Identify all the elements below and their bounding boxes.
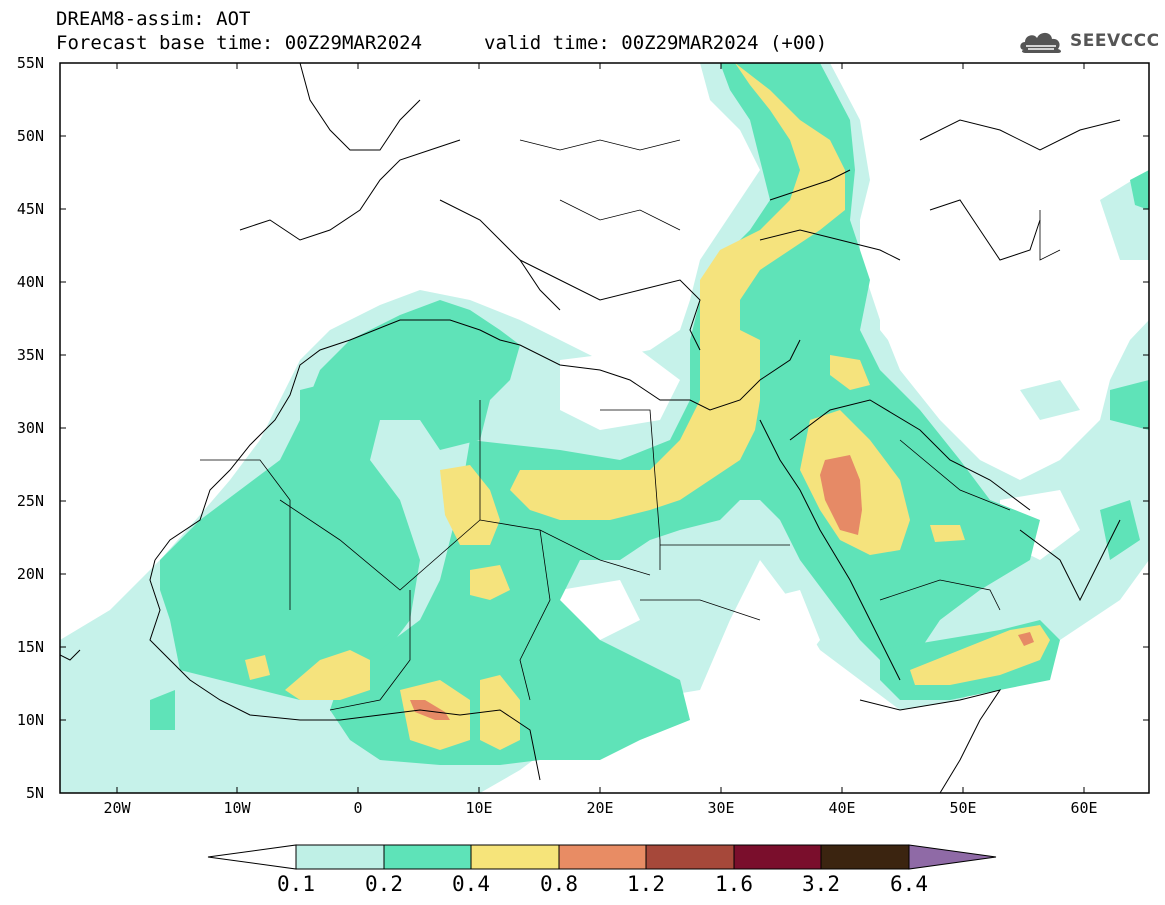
colorbar-label: 0.2 bbox=[365, 872, 403, 896]
lon-label: 10E bbox=[465, 799, 493, 817]
lon-label: 40E bbox=[828, 799, 856, 817]
colorbar-upper-arrow bbox=[908, 844, 997, 870]
axis-ticks bbox=[60, 62, 1149, 793]
colorbar-segment bbox=[645, 844, 735, 870]
lat-label: 40N bbox=[16, 273, 44, 291]
colorbar-label: 3.2 bbox=[802, 872, 840, 896]
lat-label: 30N bbox=[16, 419, 44, 437]
aot-level-0.4-areas bbox=[245, 63, 1050, 750]
lon-label: 50E bbox=[949, 799, 977, 817]
colorbar-label: 6.4 bbox=[890, 872, 928, 896]
aot-level-0.8-areas bbox=[410, 455, 1034, 720]
colorbar-label: 0.1 bbox=[277, 872, 315, 896]
colorbar-label: 0.8 bbox=[540, 872, 578, 896]
lat-label: 25N bbox=[16, 492, 44, 510]
colorbar-lower-arrow bbox=[207, 844, 297, 870]
map-title: DREAM8-assim: AOT bbox=[56, 8, 251, 30]
seevccc-logo: SEEVCCC bbox=[1018, 28, 1160, 54]
cloud-icon bbox=[1020, 32, 1061, 53]
lat-label: 20N bbox=[16, 565, 44, 583]
lat-label: 45N bbox=[16, 200, 44, 218]
lat-label: 5N bbox=[25, 784, 44, 802]
lon-label: 60E bbox=[1070, 799, 1098, 817]
valid-time: valid time: 00Z29MAR2024 (+00) bbox=[484, 32, 828, 54]
aot-fields bbox=[60, 63, 1149, 793]
colorbar-segment bbox=[820, 844, 910, 870]
borders bbox=[200, 139, 1061, 711]
colorbar-segment bbox=[470, 844, 560, 870]
lat-label: 10N bbox=[16, 711, 44, 729]
lon-label: 0 bbox=[353, 799, 363, 817]
lon-label: 20E bbox=[586, 799, 614, 817]
colorbar-segment bbox=[558, 844, 647, 870]
colorbar-label: 1.6 bbox=[715, 872, 753, 896]
lat-label: 55N bbox=[16, 54, 44, 72]
lat-label: 35N bbox=[16, 346, 44, 364]
colorbar bbox=[207, 844, 997, 870]
lon-label: 10W bbox=[223, 799, 251, 817]
forecast-base-time: Forecast base time: 00Z29MAR2024 bbox=[56, 32, 423, 54]
lon-label: 30E bbox=[707, 799, 735, 817]
lon-label: 20W bbox=[103, 799, 131, 817]
colorbar-segment bbox=[733, 844, 822, 870]
colorbar-segment bbox=[383, 844, 472, 870]
colorbar-label: 0.4 bbox=[452, 872, 490, 896]
lat-label: 50N bbox=[16, 127, 44, 145]
logo-text: SEEVCCC bbox=[1070, 31, 1160, 51]
colorbar-label: 1.2 bbox=[627, 872, 665, 896]
colorbar-segment bbox=[295, 844, 385, 870]
lat-label: 15N bbox=[16, 638, 44, 656]
coastlines bbox=[60, 63, 1121, 793]
